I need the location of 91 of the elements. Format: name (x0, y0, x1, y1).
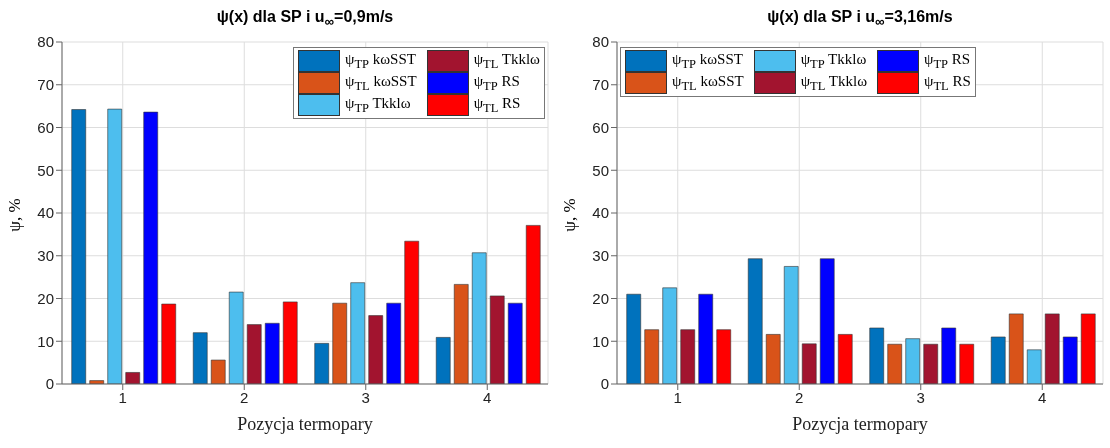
bar (801, 343, 817, 384)
bar (1026, 349, 1042, 384)
y-tick-label: 80 (592, 33, 609, 51)
bar (143, 111, 159, 384)
y-tick-label: 10 (592, 332, 609, 350)
y-tick-label: 40 (592, 204, 609, 222)
legend-label: ψ$_{TP}$ RS (924, 50, 971, 72)
y-tick-label: 40 (37, 204, 54, 222)
y-tick-label: 20 (37, 289, 54, 307)
bar (990, 336, 1006, 384)
bar (332, 302, 348, 384)
x-tick-label: 2 (240, 388, 249, 406)
bar (923, 343, 939, 384)
bar (210, 359, 226, 384)
bar (125, 372, 141, 384)
y-tick-label: 30 (592, 247, 609, 265)
chart-title: ψ(x) dla SP i u$_{∞}$=3,16m/s (766, 8, 954, 30)
legend-label: ψ$_{TL}$ RS (473, 94, 521, 116)
bar (783, 266, 799, 384)
x-tick-label: 3 (916, 388, 925, 406)
bar (386, 302, 402, 384)
legend-label: ψ$_{TP}$ RS (473, 72, 520, 94)
x-axis-title: Pozycja termopary (237, 414, 373, 434)
legend-label: ψ$_{TL}$ kωSST (672, 72, 744, 94)
bar (264, 323, 280, 384)
x-tick-label: 2 (795, 388, 804, 406)
bar (1080, 313, 1096, 384)
bar (525, 225, 541, 384)
y-tick-label: 20 (592, 289, 609, 307)
bar (404, 240, 420, 384)
y-axis-title: ψ, % (5, 198, 25, 232)
bar (507, 302, 523, 384)
bar (314, 343, 330, 384)
bar (959, 343, 975, 384)
bar (471, 252, 487, 384)
bar (453, 284, 469, 384)
x-axis-title: Pozycja termopary (792, 414, 928, 434)
legend-label: ψ$_{TL}$ RS (924, 72, 971, 94)
bar (644, 329, 660, 384)
y-tick-label: 70 (37, 76, 54, 94)
x-tick-label: 4 (483, 388, 492, 406)
bar (228, 291, 244, 384)
y-tick-label: 50 (37, 161, 54, 179)
bar (941, 327, 957, 384)
bar (905, 338, 921, 384)
bar (626, 293, 642, 384)
y-tick-label: 10 (37, 332, 54, 350)
x-tick-label: 4 (1038, 388, 1047, 406)
chart-title: ψ(x) dla SP i u$_{∞}$=0,9m/s (215, 8, 395, 30)
x-tick-label: 1 (673, 388, 682, 406)
bar (161, 303, 177, 384)
bar (246, 324, 262, 384)
bar (350, 282, 366, 384)
y-tick-label: 60 (37, 118, 54, 136)
bar (282, 301, 298, 384)
bar (716, 329, 732, 384)
bar (1008, 313, 1024, 384)
legend-label: ψ$_{TP}$ kωSST (344, 50, 416, 72)
legend-label: ψ$_{TP}$ Tkklω (344, 94, 411, 116)
bar (71, 109, 87, 384)
legend-label: ψ$_{TP}$ kωSST (672, 50, 743, 72)
bar (869, 327, 885, 384)
bar (107, 108, 123, 384)
bar (1062, 336, 1078, 384)
legend-label: ψ$_{TL}$ kωSST (344, 72, 417, 94)
y-tick-label: 50 (592, 161, 609, 179)
y-axis-title: ψ, % (560, 198, 580, 232)
legend-label: ψ$_{TL}$ Tkklω (473, 50, 540, 72)
y-tick-label: 70 (592, 76, 609, 94)
bar (765, 334, 781, 384)
legend-label: ψ$_{TL}$ Tkklω (800, 72, 868, 94)
bar (1044, 313, 1060, 384)
bar (819, 258, 835, 384)
bar (368, 315, 384, 384)
bar (747, 258, 763, 384)
bar (680, 329, 696, 384)
y-tick-label: 60 (592, 118, 609, 136)
y-tick-label: 30 (37, 247, 54, 265)
y-tick-label: 0 (45, 375, 54, 393)
bar (192, 332, 208, 384)
x-tick-label: 3 (361, 388, 370, 406)
x-tick-label: 1 (118, 388, 127, 406)
bar (662, 287, 678, 384)
bar (489, 295, 505, 384)
bar (887, 343, 903, 384)
bar (435, 337, 451, 384)
y-tick-label: 80 (37, 33, 54, 51)
bar (837, 334, 853, 384)
bar (698, 293, 714, 384)
legend-label: ψ$_{TP}$ Tkklω (800, 50, 867, 72)
y-tick-label: 0 (600, 375, 609, 393)
